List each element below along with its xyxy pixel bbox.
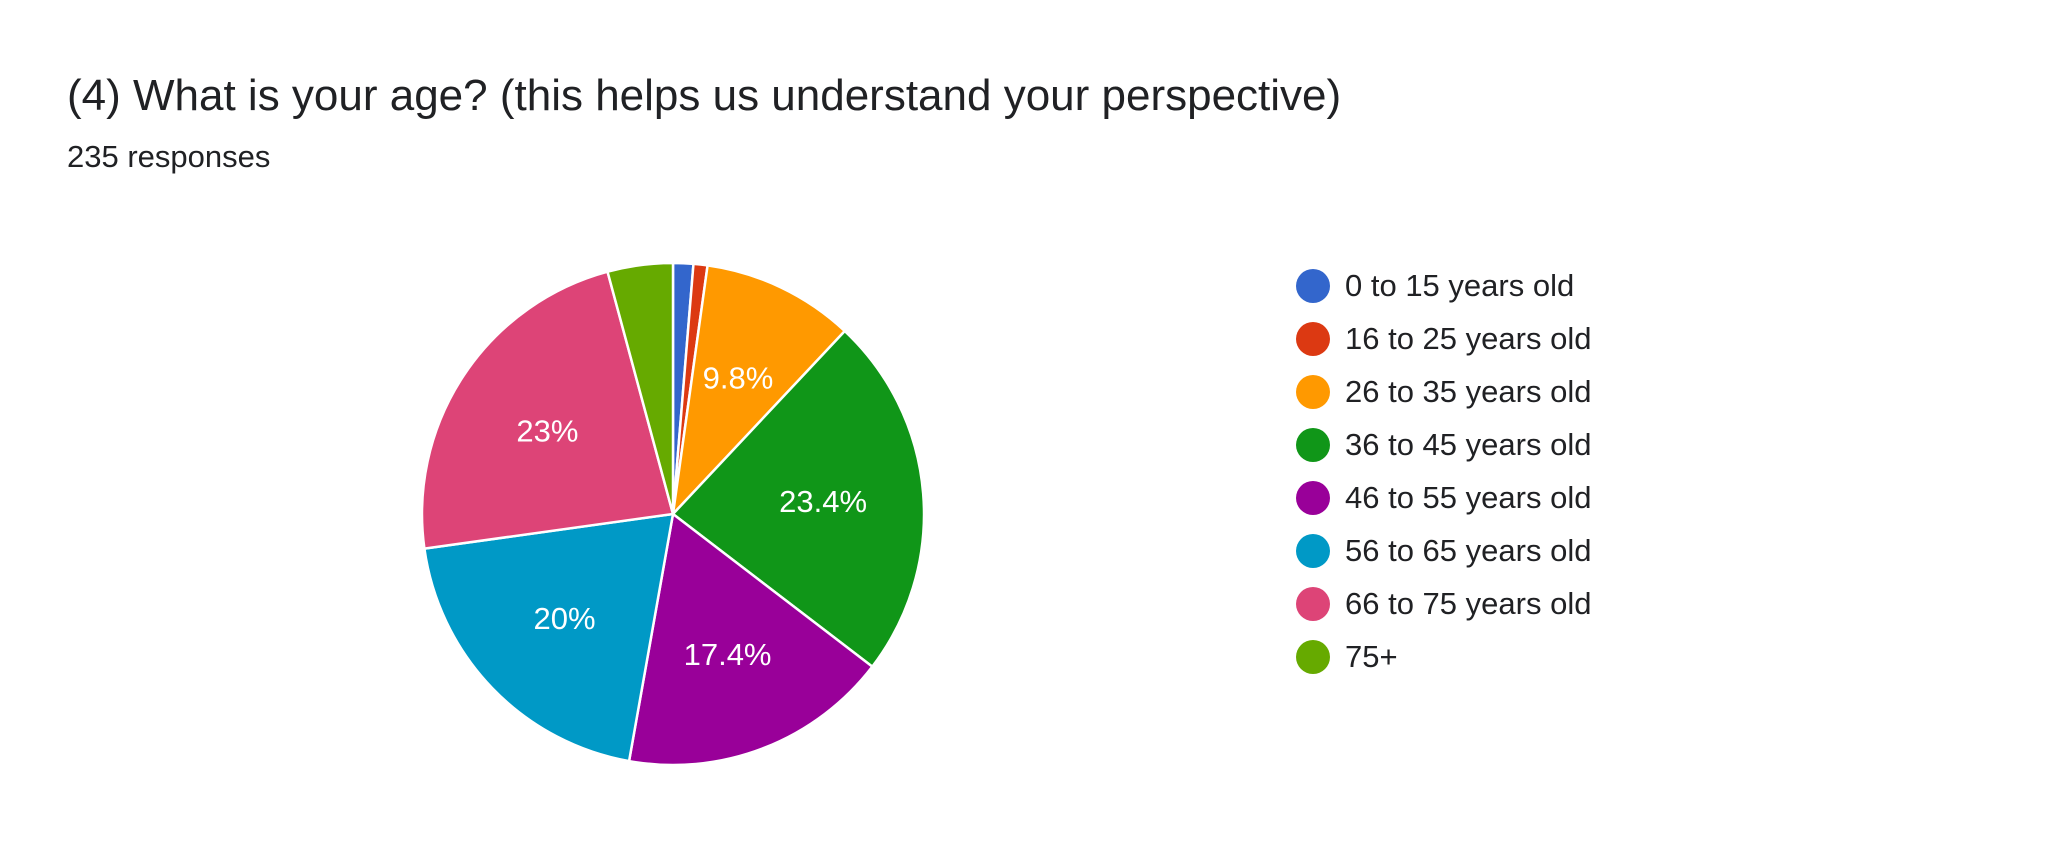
legend-label: 16 to 25 years old <box>1345 320 1592 356</box>
legend-item[interactable]: 66 to 75 years old <box>1296 577 1591 630</box>
legend-swatch-icon <box>1296 639 1330 674</box>
legend-item[interactable]: 26 to 35 years old <box>1296 365 1591 418</box>
pie-slice-4[interactable] <box>671 329 926 668</box>
legend-swatch-icon <box>1296 268 1330 303</box>
legend-label: 36 to 45 years old <box>1345 426 1592 462</box>
pie-slice-label: 9.8% <box>703 361 774 396</box>
legend-swatch-icon <box>1296 586 1330 621</box>
pie-slice-7[interactable] <box>420 270 675 550</box>
legend-label: 56 to 65 years old <box>1345 532 1592 568</box>
legend-swatch-icon <box>1296 321 1330 356</box>
legend-label: 66 to 75 years old <box>1345 585 1592 621</box>
legend-label: 75+ <box>1345 638 1398 674</box>
legend-item[interactable]: 56 to 65 years old <box>1296 524 1591 577</box>
legend-item[interactable]: 75+ <box>1296 630 1591 683</box>
legend-item[interactable]: 46 to 55 years old <box>1296 471 1591 524</box>
legend-swatch-icon <box>1296 374 1330 409</box>
legend-label: 46 to 55 years old <box>1345 479 1592 515</box>
pie-slice-label: 23.4% <box>779 484 867 519</box>
pie-slice-label: 17.4% <box>684 637 772 672</box>
legend-label: 0 to 15 years old <box>1345 267 1575 303</box>
pie-slice-5[interactable] <box>627 512 874 767</box>
pie-slice-label: 20% <box>533 601 595 636</box>
question-title: (4) What is your age? (this helps us und… <box>67 71 1342 120</box>
legend-item[interactable]: 16 to 25 years old <box>1296 312 1591 365</box>
pie-slice-8[interactable] <box>606 261 675 516</box>
legend-swatch-icon <box>1296 480 1330 515</box>
response-count: 235 responses <box>67 139 271 174</box>
pie-slice-3[interactable] <box>671 264 847 516</box>
pie-slice-label: 23% <box>516 413 578 448</box>
legend-label: 26 to 35 years old <box>1345 373 1592 409</box>
chart-legend: 0 to 15 years old 16 to 25 years old 26 to… <box>1296 259 1591 683</box>
legend-item[interactable]: 0 to 15 years old <box>1296 259 1591 312</box>
legend-swatch-icon <box>1296 533 1330 568</box>
pie-slice-6[interactable] <box>423 512 675 763</box>
legend-swatch-icon <box>1296 427 1330 462</box>
legend-item[interactable]: 36 to 45 years old <box>1296 418 1591 471</box>
